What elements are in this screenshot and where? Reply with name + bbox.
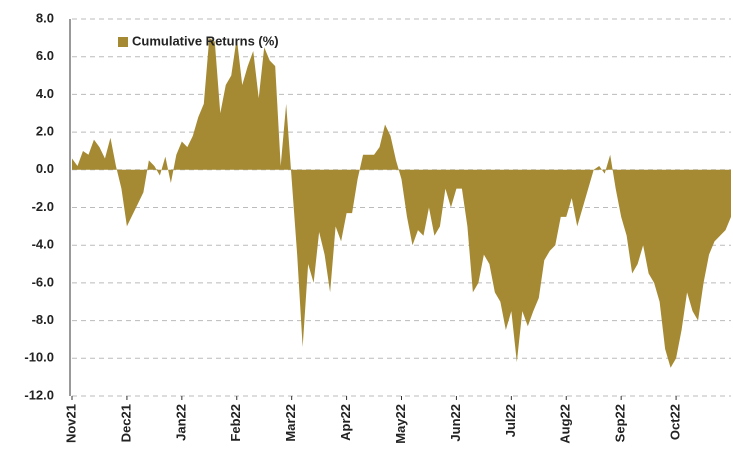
y-tick-label: -4.0 (32, 237, 54, 252)
legend-swatch (118, 37, 128, 47)
x-tick-label: May22 (393, 404, 408, 444)
y-tick-label: -8.0 (32, 312, 54, 327)
x-tick-label: Apr22 (338, 404, 353, 441)
y-tick-label: 4.0 (36, 86, 54, 101)
y-tick-label: -10.0 (24, 350, 54, 365)
y-tick-label: 2.0 (36, 124, 54, 139)
y-tick-label: -12.0 (24, 387, 54, 402)
y-tick-label: 8.0 (36, 10, 54, 25)
y-tick-label: 6.0 (36, 48, 54, 63)
y-tick-label: -2.0 (32, 199, 54, 214)
x-tick-label: Nov21 (63, 404, 78, 443)
y-tick-label: -6.0 (32, 274, 54, 289)
x-tick-label: Jan22 (173, 404, 188, 441)
x-tick-label: Feb22 (228, 404, 243, 442)
legend-label: Cumulative Returns (%) (132, 33, 279, 48)
x-tick-label: Sep22 (613, 404, 628, 442)
area (72, 37, 731, 368)
x-tick-label: Jul22 (503, 404, 518, 437)
y-tick-label: 0.0 (36, 161, 54, 176)
x-tick-label: Mar22 (283, 404, 298, 442)
x-tick-label: Jun22 (448, 404, 463, 442)
x-tick-label: Dec21 (118, 404, 133, 442)
x-tick-label: Aug22 (558, 404, 573, 444)
x-tick-label: Oct22 (668, 404, 683, 440)
